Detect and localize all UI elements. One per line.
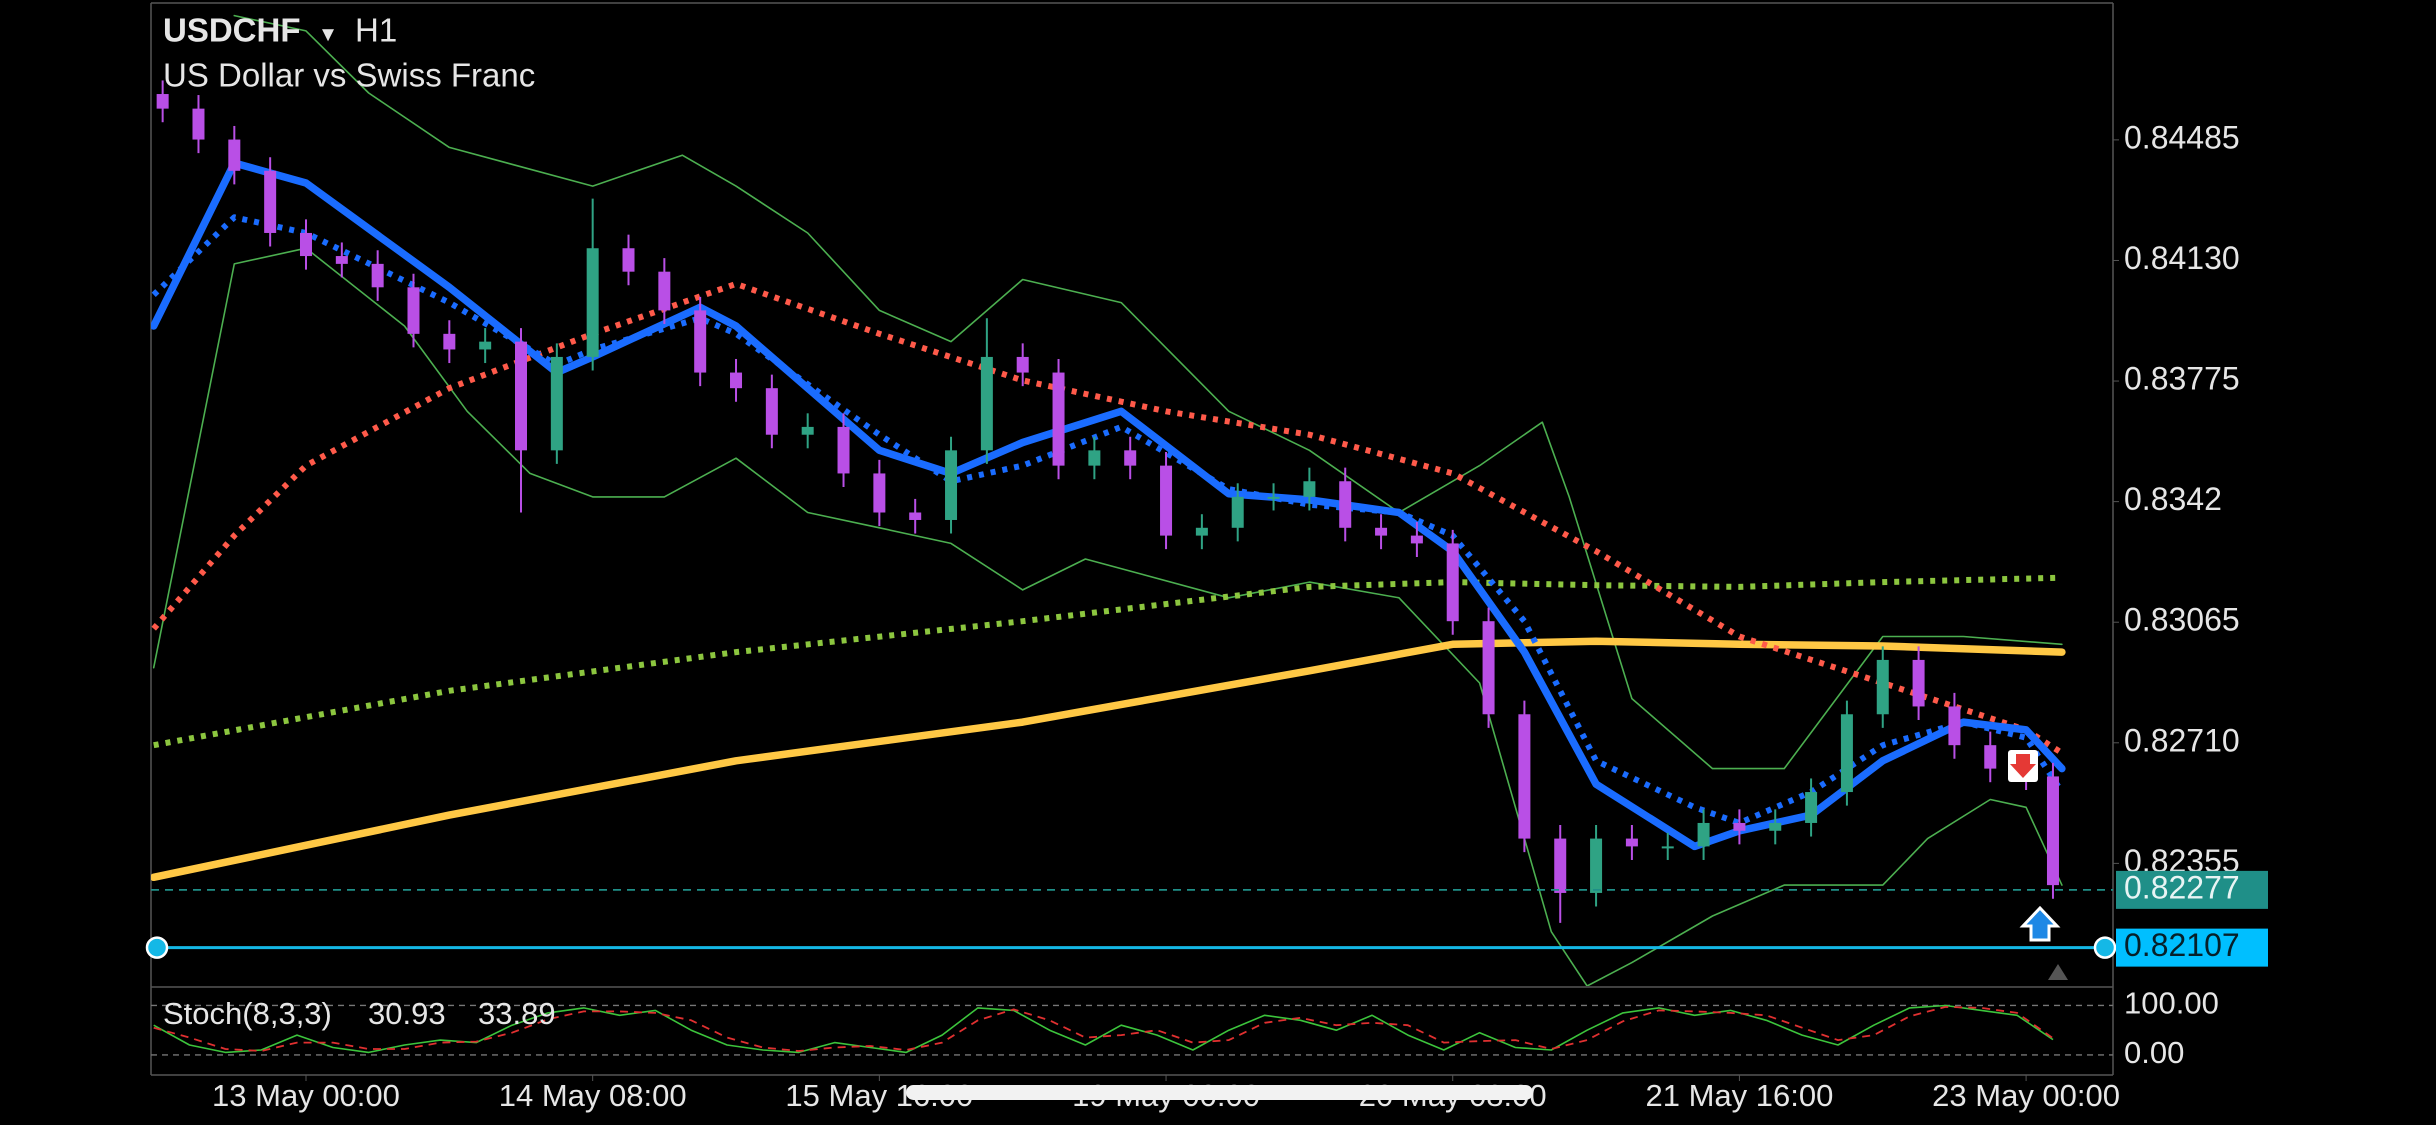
timeframe[interactable]: H1: [355, 12, 397, 49]
candle-body: [586, 248, 599, 357]
candle-body: [1625, 838, 1638, 847]
candle-body: [1948, 706, 1961, 746]
candle-body: [1231, 496, 1244, 528]
candle-body: [299, 232, 312, 257]
marker-triangle: [2048, 964, 2068, 980]
candle-body: [550, 356, 563, 451]
candle-body: [407, 287, 420, 334]
candle-body: [837, 426, 850, 474]
price-line-handle[interactable]: [145, 936, 169, 959]
candle-body: [1088, 450, 1101, 466]
candle-body: [1590, 838, 1603, 893]
candle-body: [1840, 714, 1853, 793]
candle-body: [1554, 838, 1567, 893]
y-tick-label: 0.83775: [2124, 361, 2240, 397]
price-line-handle[interactable]: [2093, 936, 2117, 959]
candle-body: [1195, 527, 1208, 536]
candle-body: [264, 170, 277, 233]
candle-body: [1410, 535, 1423, 544]
candle-body: [730, 372, 743, 389]
x-tick-label: 23 May 00:00: [1932, 1078, 2120, 1113]
candle-body: [694, 310, 707, 373]
indicator-line: [233, 14, 2063, 770]
price-label: 0.82277: [2124, 869, 2240, 905]
frame: [150, 2, 2114, 1076]
y-tick-label: 0.82710: [2124, 722, 2240, 758]
x-tick-label: 21 May 16:00: [1645, 1078, 1833, 1113]
indicator-line: [152, 247, 2063, 986]
oscillator-line: [153, 1006, 2054, 1052]
candle-body: [1518, 714, 1531, 839]
candle-body: [1160, 465, 1173, 536]
subtitle: US Dollar vs Swiss Franc: [163, 57, 535, 94]
candle-body: [443, 333, 456, 350]
candle-body: [192, 108, 205, 140]
candle-body: [1733, 822, 1746, 831]
price-label-box: [2116, 928, 2268, 967]
candle-body: [1016, 356, 1029, 373]
scrollbar[interactable]: [906, 1085, 1533, 1100]
candle-body: [1912, 659, 1925, 707]
candle-body: [1697, 822, 1710, 847]
candle-body: [156, 94, 169, 109]
candle-body: [1876, 659, 1889, 715]
symbol-menu[interactable]: ▾: [322, 20, 334, 47]
sell-arrow-icon: [2010, 754, 2036, 778]
oscillator-line: [153, 1004, 2054, 1054]
sell-arrow: [2008, 750, 2038, 782]
x-tick-label: 13 May 00:00: [212, 1078, 400, 1113]
candle-body: [479, 341, 492, 350]
symbol[interactable]: USDCHF: [163, 12, 301, 49]
candle-body: [1375, 527, 1388, 536]
labels: 0.84485 0.84130 0.83775 0.8342 0.83065 0.8271…: [2113, 119, 2240, 1070]
main-plot: [151, 14, 2066, 986]
candle-body: [1267, 496, 1280, 499]
candle-body: [1805, 792, 1818, 823]
candle-body: [909, 512, 922, 520]
candle-body: [1303, 481, 1316, 497]
y-tick-label: 0.84485: [2124, 119, 2240, 155]
candle-body: [335, 256, 348, 264]
x-tick-label: 14 May 08:00: [499, 1078, 687, 1113]
candle-body: [980, 356, 993, 451]
indicator-line: [151, 280, 2064, 756]
candle-body: [1052, 372, 1065, 466]
buy-arrow: [2019, 905, 2061, 942]
oscillator-title: Stoch(8,3,3): [163, 996, 332, 1031]
candle-body: [1124, 450, 1137, 466]
oscillator-tick-label: 0.00: [2124, 1035, 2184, 1070]
oscillator-signal-value: 33.89: [478, 996, 556, 1031]
candle-body: [622, 248, 635, 272]
candle-body: [228, 139, 241, 171]
price-label: 0.82107: [2124, 927, 2240, 963]
candle-body: [1661, 846, 1674, 849]
oscillator-plot: [151, 1004, 2113, 1056]
oscillator-main-value: 30.93: [368, 996, 446, 1031]
candle-body: [515, 341, 528, 451]
y-tick-label: 0.8342: [2124, 481, 2222, 517]
candle-body: [1482, 621, 1495, 715]
candle-body: [873, 473, 886, 513]
candle-body: [371, 263, 384, 288]
y-tick-label: 0.84130: [2124, 240, 2240, 276]
candle-body: [801, 426, 814, 435]
indicator-line: [151, 637, 2066, 882]
candle-body: [2046, 776, 2059, 886]
candle-body: [1339, 481, 1352, 528]
candle-body: [658, 271, 671, 311]
oscillator-tick-label: 100.00: [2124, 986, 2219, 1021]
candle-body: [1769, 822, 1782, 831]
indicator-line: [153, 574, 2062, 749]
candle-body: [1446, 543, 1459, 622]
buy-arrow-icon: [2019, 905, 2061, 942]
y-tick-label: 0.83065: [2124, 602, 2240, 638]
candle-body: [1984, 745, 1997, 769]
candle-body: [945, 450, 958, 520]
candle-body: [765, 388, 778, 435]
price-label-box: [2116, 870, 2268, 909]
